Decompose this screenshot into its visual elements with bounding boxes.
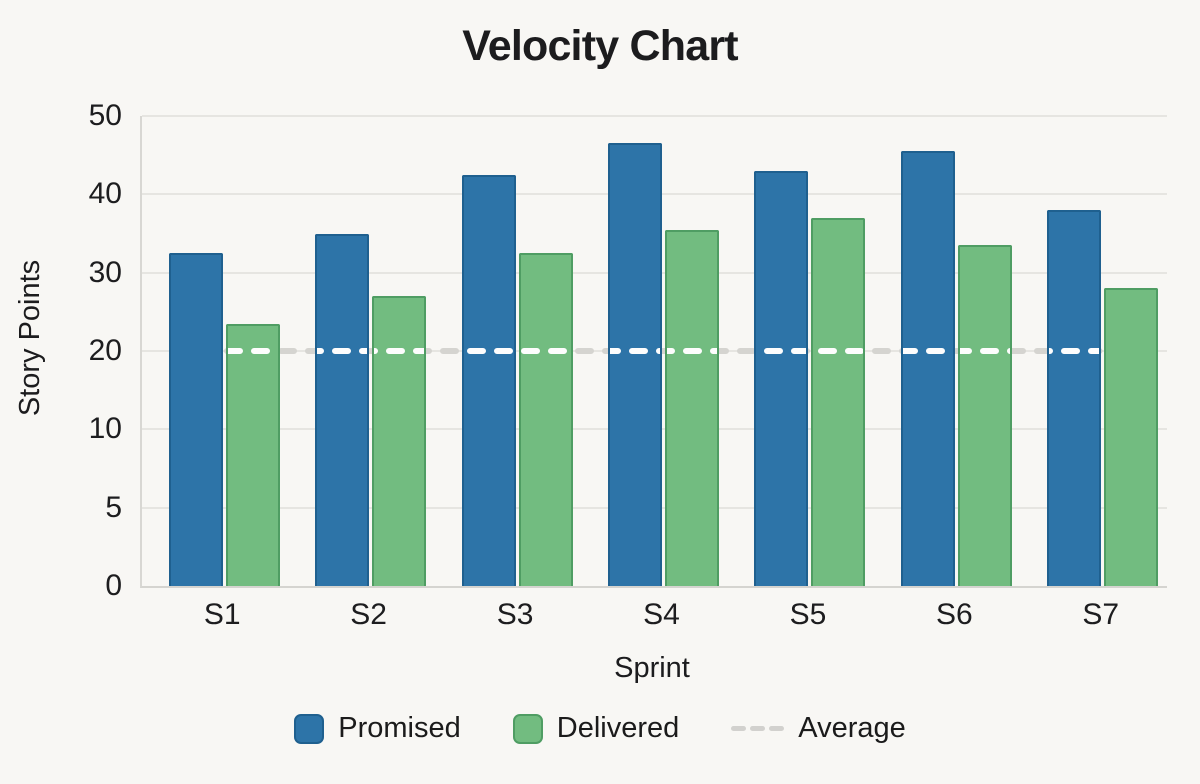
- bar-delivered-S5: [811, 217, 866, 586]
- average-line-segment: [227, 348, 278, 354]
- bar-delivered-S7: [1104, 288, 1159, 586]
- y-tick-10: 10: [88, 412, 122, 446]
- average-line-segment: [317, 348, 368, 354]
- legend-item-average: Average: [731, 712, 906, 745]
- average-line-segment: [959, 348, 1010, 354]
- legend-item-delivered: Delivered: [512, 712, 680, 745]
- average-line-on-bar: [227, 348, 278, 354]
- dash-capsule: [769, 726, 785, 731]
- average-dash-icon: [731, 726, 785, 731]
- x-tick-S3: S3: [496, 598, 534, 631]
- bar-delivered-S1: [225, 323, 280, 586]
- average-line-on-bar: [667, 348, 717, 354]
- bar-promised-S1: [168, 253, 223, 586]
- average-line-on-bar: [756, 348, 807, 354]
- x-tick-S4: S4: [643, 598, 680, 631]
- legend-label-promised: Promised: [338, 712, 461, 744]
- bar-promised-S2: [315, 233, 370, 586]
- average-line-on-bar: [959, 348, 1010, 354]
- promised-swatch-icon: [294, 713, 325, 744]
- legend-item-promised: Promised: [294, 712, 461, 745]
- x-tick-S2: S2: [350, 598, 387, 631]
- x-tick-S6: S6: [935, 598, 973, 631]
- average-line-segment: [813, 348, 864, 354]
- average-line-segment: [520, 348, 571, 354]
- average-line-on-bar: [1049, 348, 1100, 354]
- y-tick-50: 50: [88, 99, 122, 132]
- bar-delivered-S6: [957, 245, 1012, 586]
- bar-promised-S4: [608, 143, 662, 586]
- dash-capsule: [731, 726, 747, 731]
- y-tick-0: 0: [105, 569, 122, 602]
- x-tick-S1: S1: [203, 598, 241, 631]
- legend-label-average: Average: [798, 712, 906, 744]
- average-line-on-bar: [374, 348, 425, 354]
- bar-delivered-S2: [372, 296, 427, 586]
- average-line-on-bar: [610, 348, 660, 354]
- average-line-segment: [902, 348, 953, 354]
- x-axis-label: Sprint: [614, 652, 690, 684]
- bar-delivered-S4: [665, 229, 719, 586]
- bar-promised-S5: [754, 170, 809, 586]
- average-line-segment: [756, 348, 807, 354]
- average-line-segment: [463, 348, 514, 354]
- x-tick-S5: S5: [789, 598, 827, 631]
- chart-title: Velocity Chart: [462, 22, 738, 70]
- average-line-segment: [610, 348, 660, 354]
- x-tick-S7: S7: [1082, 598, 1120, 631]
- dash-capsule: [750, 726, 766, 731]
- legend-label-delivered: Delivered: [556, 712, 680, 744]
- y-tick-30: 30: [88, 255, 122, 289]
- bar-promised-S7: [1047, 210, 1102, 586]
- average-line-on-bar: [902, 348, 953, 354]
- legend: Promised Delivered Average: [0, 712, 1200, 745]
- bar-promised-S3: [461, 174, 516, 586]
- average-line-on-bar: [813, 348, 864, 354]
- average-line-segment: [1049, 348, 1100, 354]
- plot-area: [140, 115, 1167, 588]
- gridline-50: [142, 115, 1167, 117]
- y-tick-5: 5: [105, 490, 122, 524]
- average-line-segment: [667, 348, 717, 354]
- average-line-on-bar: [317, 348, 368, 354]
- y-tick-20: 20: [88, 334, 122, 367]
- average-line-segment: [374, 348, 425, 354]
- delivered-swatch-icon: [512, 713, 543, 744]
- average-line-on-bar: [520, 348, 571, 354]
- bar-promised-S6: [900, 151, 955, 586]
- y-axis-label: Story Points: [14, 259, 46, 417]
- average-line-on-bar: [463, 348, 514, 354]
- y-tick-40: 40: [88, 177, 122, 211]
- bar-delivered-S3: [518, 253, 573, 586]
